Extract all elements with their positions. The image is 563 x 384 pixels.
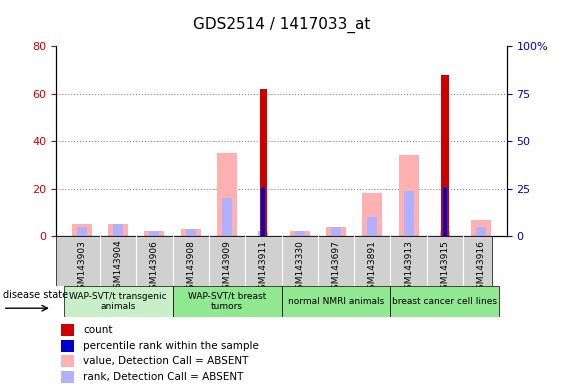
Bar <box>149 232 159 236</box>
Bar <box>217 153 237 236</box>
Bar <box>260 89 267 236</box>
Text: GSM143916: GSM143916 <box>477 240 486 295</box>
Bar <box>61 355 74 367</box>
Bar <box>61 371 74 382</box>
Text: GSM143903: GSM143903 <box>77 240 86 295</box>
Bar <box>113 224 123 236</box>
Text: GSM143908: GSM143908 <box>186 240 195 295</box>
Bar <box>181 229 200 236</box>
Bar <box>331 227 341 236</box>
Text: WAP-SVT/t breast
tumors: WAP-SVT/t breast tumors <box>188 292 266 311</box>
Text: breast cancer cell lines: breast cancer cell lines <box>392 297 498 306</box>
Bar <box>282 286 391 317</box>
Bar <box>61 324 74 336</box>
Text: GSM143330: GSM143330 <box>295 240 304 295</box>
Bar <box>258 232 269 236</box>
Text: GSM143906: GSM143906 <box>150 240 159 295</box>
Text: GSM143913: GSM143913 <box>404 240 413 295</box>
Bar <box>471 220 491 236</box>
Bar <box>443 187 447 236</box>
Bar <box>290 232 310 236</box>
Text: GSM143904: GSM143904 <box>114 240 123 295</box>
Bar <box>186 229 196 236</box>
Bar <box>108 224 128 236</box>
Bar <box>77 227 87 236</box>
Bar <box>391 286 499 317</box>
Text: GSM143697: GSM143697 <box>332 240 341 295</box>
Bar <box>399 156 419 236</box>
Bar <box>404 191 414 236</box>
Text: value, Detection Call = ABSENT: value, Detection Call = ABSENT <box>83 356 249 366</box>
Bar <box>440 232 450 236</box>
Bar <box>294 232 305 236</box>
Text: GSM143915: GSM143915 <box>440 240 449 295</box>
Text: percentile rank within the sample: percentile rank within the sample <box>83 341 259 351</box>
Text: WAP-SVT/t transgenic
animals: WAP-SVT/t transgenic animals <box>69 292 167 311</box>
Bar <box>61 340 74 352</box>
Bar <box>72 224 92 236</box>
Bar <box>64 286 172 317</box>
Bar <box>441 74 449 236</box>
Bar <box>144 232 164 236</box>
Bar <box>476 227 486 236</box>
Bar <box>172 286 282 317</box>
Text: GSM143891: GSM143891 <box>368 240 377 295</box>
Bar <box>261 187 265 236</box>
Text: normal NMRI animals: normal NMRI animals <box>288 297 384 306</box>
Text: GSM143909: GSM143909 <box>222 240 231 295</box>
Bar <box>326 227 346 236</box>
Text: GSM143911: GSM143911 <box>259 240 268 295</box>
Bar <box>363 194 382 236</box>
Text: count: count <box>83 325 113 335</box>
Text: GDS2514 / 1417033_at: GDS2514 / 1417033_at <box>193 17 370 33</box>
Text: rank, Detection Call = ABSENT: rank, Detection Call = ABSENT <box>83 372 244 382</box>
Text: disease state: disease state <box>3 290 68 300</box>
Bar <box>367 217 377 236</box>
Bar <box>222 198 232 236</box>
